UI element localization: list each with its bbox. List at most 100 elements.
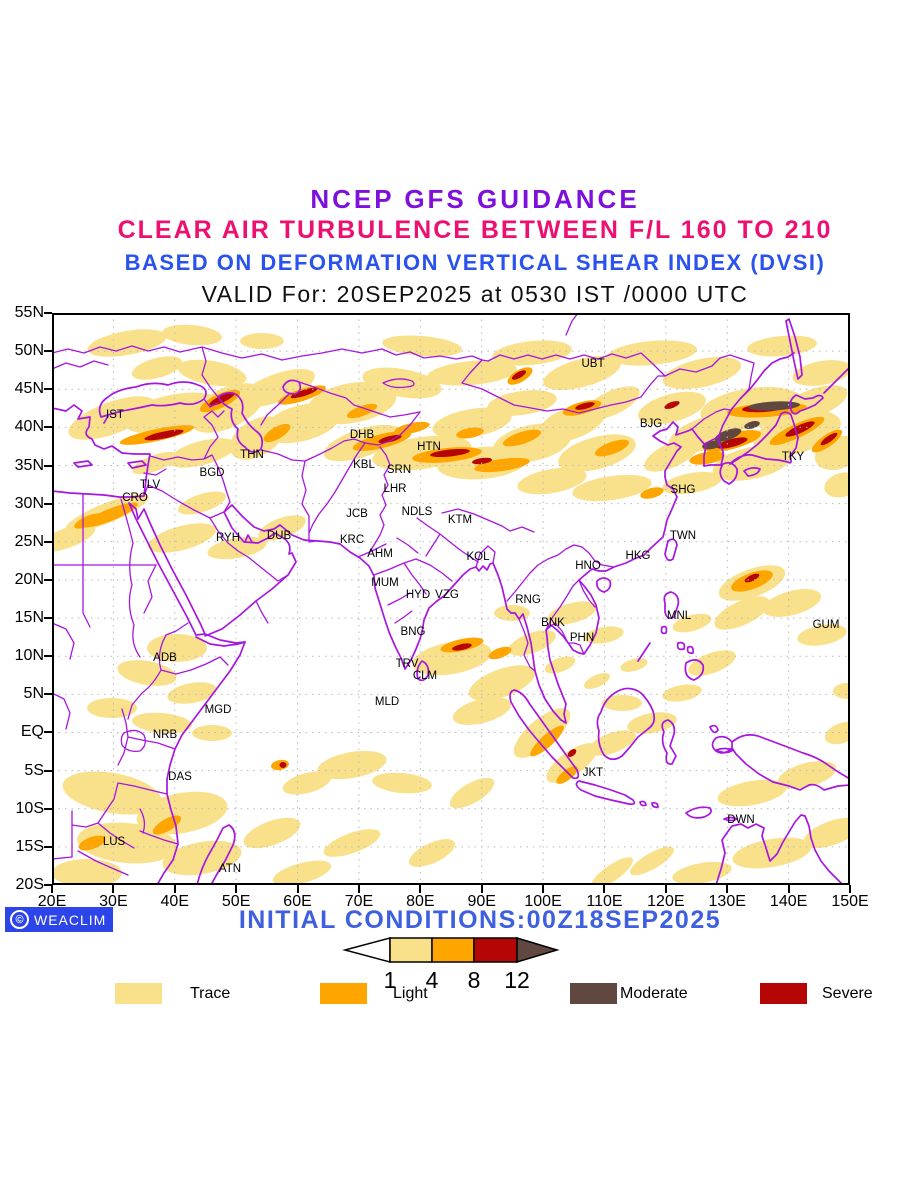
light-cell [530,725,564,757]
trace-cell [54,859,122,883]
lat-label-40N: 40N [14,418,44,436]
lon-tick [849,885,851,893]
station-label-DHB: DHB [350,429,375,441]
station-label-PHN: PHN [570,632,594,644]
lon-tick [357,885,360,893]
trace-cell [117,660,177,686]
station-label-TWN: TWN [670,530,696,542]
lon-tick [480,885,483,893]
lon-label-40E: 40E [160,893,189,910]
station-label-MLD: MLD [375,696,399,708]
station-label-BNG: BNG [401,626,426,638]
station-label-TKY: TKY [782,451,805,463]
severe-cell [279,762,287,768]
weaclim-logo-text: WEACLIM [34,911,107,928]
lat-label-20S: 20S [15,876,44,893]
station-label-JCB: JCB [346,508,368,520]
station-label-LUS: LUS [103,836,126,848]
trace-shading-layer [54,324,848,883]
trace-cell [732,837,812,869]
scale-tick-8: 8 [468,967,481,993]
moderate-cell [748,401,800,411]
lon-tick [603,885,606,893]
lat-label-20N: 20N [14,570,44,588]
station-label-LHR: LHR [383,483,406,495]
trace-cell [177,359,247,387]
trace-cell [362,367,442,399]
trace-cell [747,335,817,357]
severe-cell [290,387,318,399]
trace-cell [132,712,192,734]
trace-cell [148,523,216,553]
station-label-MNL: MNL [667,610,692,622]
lat-label-15N: 15N [14,609,44,627]
lat-label-35N: 35N [14,456,44,474]
trace-cell [54,524,96,552]
lon-label-50E: 50E [221,893,251,910]
trace-cell [572,474,652,502]
trace-cell [87,698,137,718]
light-cell [502,429,542,447]
station-label-NDLS: NDLS [402,506,433,518]
station-label-KOL: KOL [466,551,490,563]
station-label-BNK: BNK [541,617,565,629]
map-plot-area: IST THN BGD TLV CRO RYH DUB DHB KBL SRN LHR JCB NDLS… [52,313,850,885]
trace-cell [662,356,742,390]
station-label-ADB: ADB [153,652,177,664]
station-label-KTM: KTM [448,514,472,526]
station-label-TRV: TRV [396,658,419,670]
lat-tick [44,845,52,848]
trace-cell [427,360,517,386]
trace-cell [607,340,697,366]
lat-tick [44,464,52,467]
trace-cell [662,471,722,495]
weaclim-logo: © WEACLIM [5,907,113,932]
severe-cell [452,643,472,651]
station-label-AHM: AHM [367,548,393,560]
light-cell [263,423,291,443]
trace-cell [584,626,624,644]
lat-label-55N: 55N [14,304,44,321]
trace-cell [824,721,848,745]
lat-label-25N: 25N [14,532,44,550]
trace-cell [672,861,732,883]
trace-cell [432,407,512,439]
trace-cell [408,839,456,867]
lon-tick [419,885,422,893]
lon-label-70E: 70E [344,893,374,910]
lat-tick [44,807,52,810]
trace-cell [762,589,822,617]
lon-tick [664,885,667,893]
light-cell [474,457,530,473]
severe-cell [716,437,748,449]
latlon-gridlines [54,315,848,883]
lat-tick [44,693,52,696]
trace-cell [508,630,556,656]
trace-cell [372,772,432,794]
light-cell [689,451,725,465]
scale-box-trace [389,937,433,963]
trace-cell [77,822,177,864]
trace-cell [272,860,332,883]
severe-cell [209,392,235,406]
trace-cell [517,467,587,495]
lat-tick [44,769,52,772]
station-label-VZG: VZG [435,589,459,601]
trace-cell [777,761,837,789]
lon-tick [787,885,790,893]
lon-tick [542,885,545,893]
station-label-RNG: RNG [515,594,541,606]
coastlines [54,318,848,883]
chart-title: NCEP GFS GUIDANCE [310,184,640,214]
lon-tick [173,885,176,893]
chart-subtitle-index: BASED ON DEFORMATION VERTICAL SHEAR INDE… [124,250,826,275]
trace-cell [131,356,183,380]
trace-cell [543,355,621,391]
trace-cell [602,695,642,711]
severe-cell [785,421,815,437]
trace-cell [627,712,677,734]
trace-cell [162,324,222,346]
trace-cell [178,491,226,515]
station-label-IST: IST [106,409,124,421]
scale-right-arrow [516,936,560,964]
